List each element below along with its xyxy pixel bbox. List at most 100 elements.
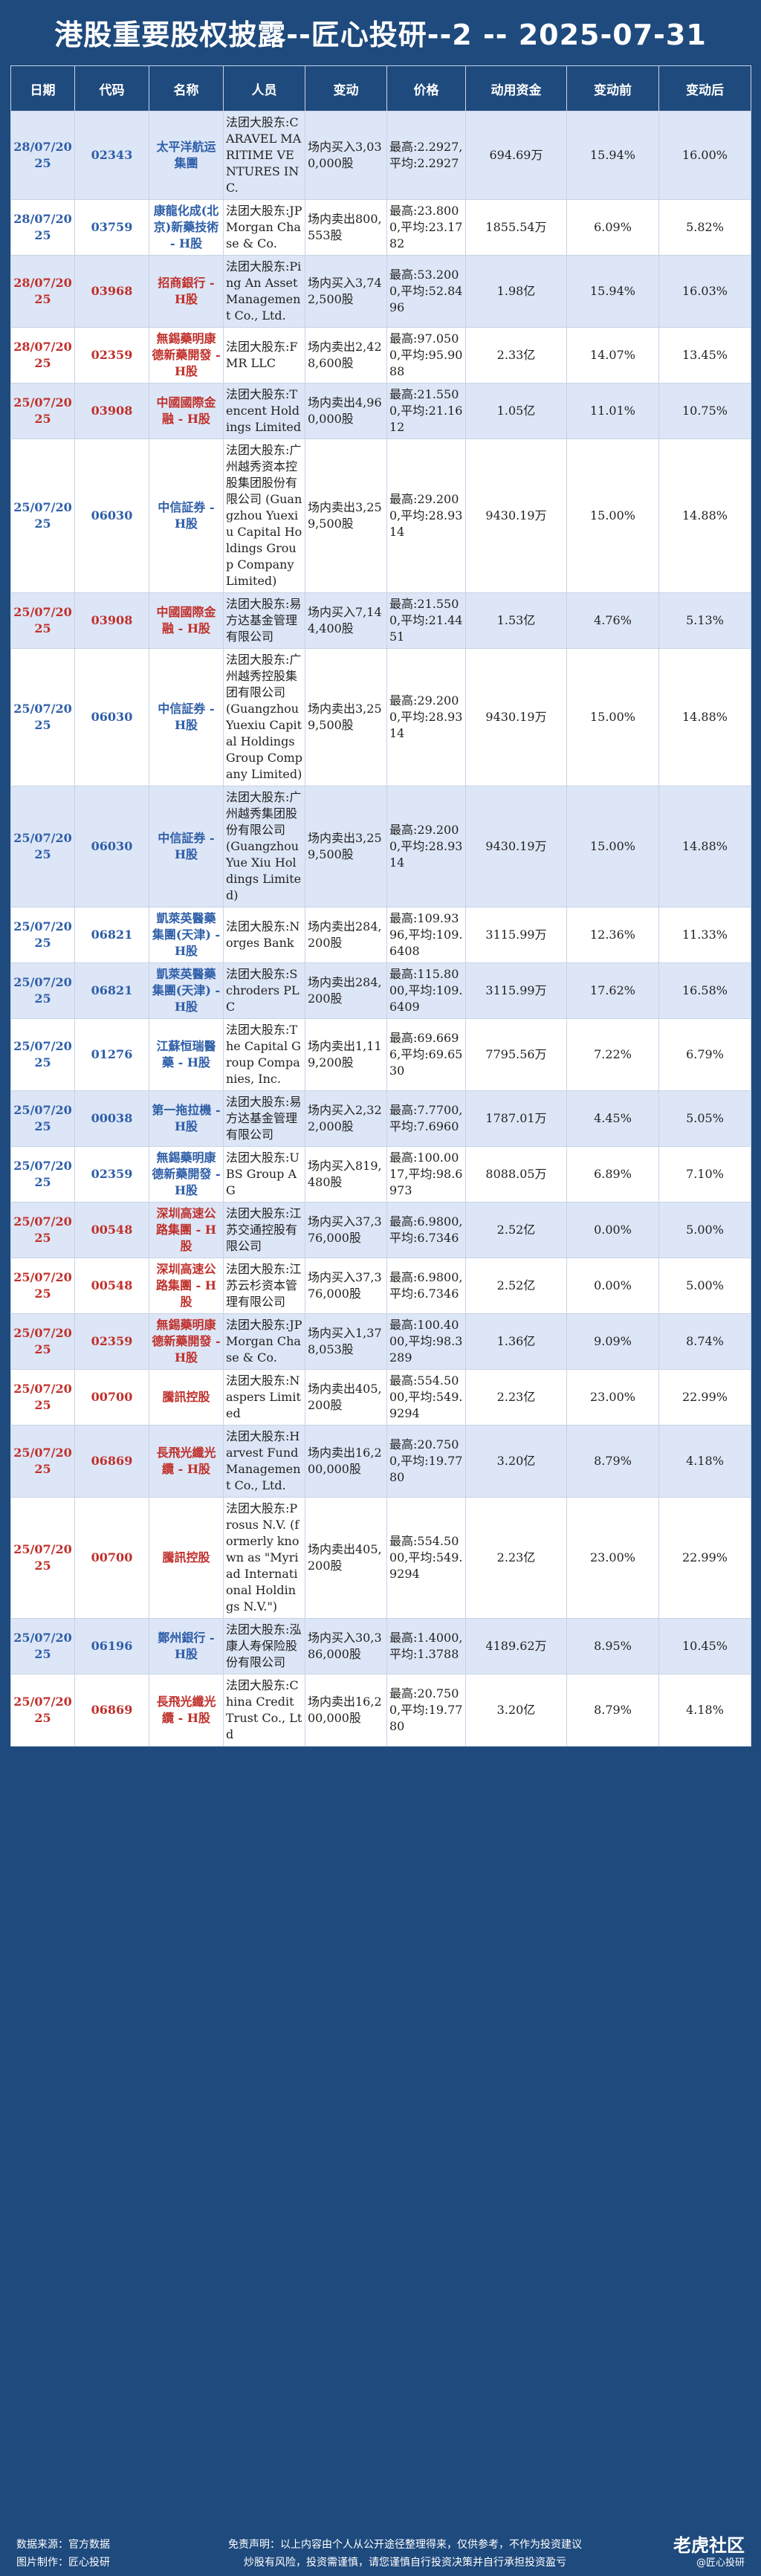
cell-date: 25/07/2025 bbox=[10, 1618, 75, 1674]
cell-change: 场内买入2,322,000股 bbox=[305, 1090, 387, 1147]
table-row: 25/07/2025 00548 深圳高速公路集團 - H股 法团大股东:江苏交通控股… bbox=[10, 1202, 751, 1258]
cell-funds: 1.98亿 bbox=[465, 255, 567, 328]
cell-change: 场内卖出800,553股 bbox=[305, 199, 387, 256]
cell-date: 25/07/2025 bbox=[10, 962, 75, 1019]
table-body: 28/07/2025 02343 太平洋航运集團 法团大股东:CARAVEL MARI… bbox=[10, 111, 751, 1747]
cell-before: 12.36% bbox=[566, 907, 659, 963]
cell-date: 25/07/2025 bbox=[10, 1497, 75, 1619]
cell-before: 9.09% bbox=[566, 1313, 659, 1370]
table-row: 28/07/2025 03759 康龍化成(北京)新藥技術 - H股 法团大股东:JP… bbox=[10, 199, 751, 256]
column-header-date: 日期 bbox=[10, 65, 75, 111]
cell-funds: 9430.19万 bbox=[465, 786, 567, 907]
cell-name: 深圳高速公路集團 - H股 bbox=[149, 1258, 224, 1314]
column-header-change: 变动 bbox=[305, 65, 387, 111]
cell-change: 场内卖出16,200,000股 bbox=[305, 1674, 387, 1747]
cell-after: 14.88% bbox=[658, 786, 751, 907]
column-header-after: 变动后 bbox=[658, 65, 751, 111]
cell-after: 11.33% bbox=[658, 907, 751, 963]
cell-code: 00548 bbox=[74, 1258, 149, 1314]
cell-person: 法团大股东:广州越秀集团股份有限公司 (Guangzhou Yue Xiu Ho… bbox=[223, 786, 305, 907]
cell-funds: 8088.05万 bbox=[465, 1146, 567, 1203]
cell-date: 25/07/2025 bbox=[10, 1090, 75, 1147]
cell-before: 23.00% bbox=[566, 1497, 659, 1619]
cell-date: 28/07/2025 bbox=[10, 199, 75, 256]
cell-person: 法团大股东:Naspers Limited bbox=[223, 1369, 305, 1425]
cell-code: 06821 bbox=[74, 962, 149, 1019]
cell-before: 8.95% bbox=[566, 1618, 659, 1674]
cell-change: 场内卖出2,428,600股 bbox=[305, 327, 387, 384]
cell-after: 22.99% bbox=[658, 1497, 751, 1619]
logo-sub-text: @匠心投研 bbox=[696, 2557, 745, 2569]
cell-person: 法团大股东:Norges Bank bbox=[223, 907, 305, 963]
cell-funds: 1.36亿 bbox=[465, 1313, 567, 1370]
cell-change: 场内买入37,376,000股 bbox=[305, 1202, 387, 1258]
table-row: 25/07/2025 00038 第一拖拉機 - H股 法团大股东:易方达基金管理有限… bbox=[10, 1090, 751, 1147]
cell-funds: 1855.54万 bbox=[465, 199, 567, 256]
cell-person: 法团大股东:Ping An Asset Management Co., Ltd. bbox=[223, 255, 305, 328]
table-row: 25/07/2025 00700 騰訊控股 法团大股东:Prosus N.V. (fo… bbox=[10, 1497, 751, 1619]
cell-code: 01276 bbox=[74, 1018, 149, 1091]
cell-price: 最高:109.9396,平均:109.6408 bbox=[386, 907, 466, 963]
cell-code: 02359 bbox=[74, 327, 149, 384]
cell-price: 最高:7.7700,平均:7.6960 bbox=[386, 1090, 466, 1147]
cell-after: 10.45% bbox=[658, 1618, 751, 1674]
table-row: 25/07/2025 06030 中信証券 - H股 法团大股东:广州越秀控股集团有限… bbox=[10, 648, 751, 786]
column-header-code: 代码 bbox=[74, 65, 149, 111]
column-header-price: 价格 bbox=[386, 65, 466, 111]
cell-person: 法团大股东:泓康人寿保险股份有限公司 bbox=[223, 1618, 305, 1674]
cell-before: 8.79% bbox=[566, 1674, 659, 1747]
cell-name: 康龍化成(北京)新藥技術 - H股 bbox=[149, 199, 224, 256]
cell-after: 5.00% bbox=[658, 1258, 751, 1314]
column-header-before: 变动前 bbox=[566, 65, 659, 111]
cell-price: 最高:21.5500,平均:21.1612 bbox=[386, 383, 466, 439]
cell-code: 03968 bbox=[74, 255, 149, 328]
cell-date: 25/07/2025 bbox=[10, 1018, 75, 1091]
cell-price: 最高:29.2000,平均:28.9314 bbox=[386, 438, 466, 593]
cell-after: 5.00% bbox=[658, 1202, 751, 1258]
cell-person: 法团大股东:广州越秀资本控股集团股份有限公司 (Guangzhou Yuexiu… bbox=[223, 438, 305, 593]
cell-price: 最高:69.6696,平均:69.6530 bbox=[386, 1018, 466, 1091]
cell-person: 法团大股东:Prosus N.V. (formerly known as "My… bbox=[223, 1497, 305, 1619]
cell-code: 06030 bbox=[74, 438, 149, 593]
cell-funds: 3115.99万 bbox=[465, 962, 567, 1019]
cell-funds: 3115.99万 bbox=[465, 907, 567, 963]
cell-date: 25/07/2025 bbox=[10, 786, 75, 907]
cell-before: 17.62% bbox=[566, 962, 659, 1019]
table-row: 25/07/2025 02359 無錫藥明康德新藥開發 - H股 法团大股东:JPMo… bbox=[10, 1313, 751, 1370]
cell-before: 4.76% bbox=[566, 592, 659, 649]
cell-funds: 2.33亿 bbox=[465, 327, 567, 384]
cell-after: 10.75% bbox=[658, 383, 751, 439]
cell-name: 中國國際金融 - H股 bbox=[149, 383, 224, 439]
cell-funds: 9430.19万 bbox=[465, 648, 567, 786]
cell-change: 场内卖出405,200股 bbox=[305, 1497, 387, 1619]
table-row: 28/07/2025 03968 招商銀行 - H股 法团大股东:Ping An As… bbox=[10, 255, 751, 328]
cell-change: 场内卖出284,200股 bbox=[305, 907, 387, 963]
cell-price: 最高:53.2000,平均:52.8496 bbox=[386, 255, 466, 328]
cell-price: 最高:2.2927,平均:2.2927 bbox=[386, 111, 466, 200]
table-row: 25/07/2025 06030 中信証券 - H股 法团大股东:广州越秀集团股份有限… bbox=[10, 786, 751, 907]
cell-date: 28/07/2025 bbox=[10, 255, 75, 328]
cell-date: 28/07/2025 bbox=[10, 111, 75, 200]
cell-price: 最高:6.9800,平均:6.7346 bbox=[386, 1202, 466, 1258]
table-row: 28/07/2025 02343 太平洋航运集團 法团大股东:CARAVEL MARI… bbox=[10, 111, 751, 200]
table-row: 25/07/2025 06030 中信証券 - H股 法团大股东:广州越秀资本控股集团… bbox=[10, 438, 751, 593]
cell-name: 無錫藥明康德新藥開發 - H股 bbox=[149, 1146, 224, 1203]
cell-code: 06196 bbox=[74, 1618, 149, 1674]
footer: 数据来源：官方数据 图片制作：匠心投研 免责声明：以上内容由个人从公开途径整理得… bbox=[0, 2530, 761, 2576]
table-header-row: 日期 代码 名称 人员 变动 价格 动用资金 变动前 变动后 bbox=[10, 65, 751, 111]
cell-after: 4.18% bbox=[658, 1674, 751, 1747]
cell-person: 法团大股东:JPMorgan Chase & Co. bbox=[223, 1313, 305, 1370]
cell-date: 25/07/2025 bbox=[10, 1146, 75, 1203]
cell-date: 25/07/2025 bbox=[10, 438, 75, 593]
cell-code: 06869 bbox=[74, 1674, 149, 1747]
cell-code: 06821 bbox=[74, 907, 149, 963]
cell-before: 11.01% bbox=[566, 383, 659, 439]
cell-funds: 2.23亿 bbox=[465, 1369, 567, 1425]
cell-price: 最高:29.2000,平均:28.9314 bbox=[386, 648, 466, 786]
cell-person: 法团大股东:易方达基金管理有限公司 bbox=[223, 592, 305, 649]
cell-person: 法团大股东:江苏云杉资本管理有限公司 bbox=[223, 1258, 305, 1314]
cell-name: 中信証券 - H股 bbox=[149, 786, 224, 907]
cell-person: 法团大股东:Harvest Fund Management Co., Ltd. bbox=[223, 1425, 305, 1498]
cell-date: 25/07/2025 bbox=[10, 1674, 75, 1747]
cell-date: 25/07/2025 bbox=[10, 383, 75, 439]
